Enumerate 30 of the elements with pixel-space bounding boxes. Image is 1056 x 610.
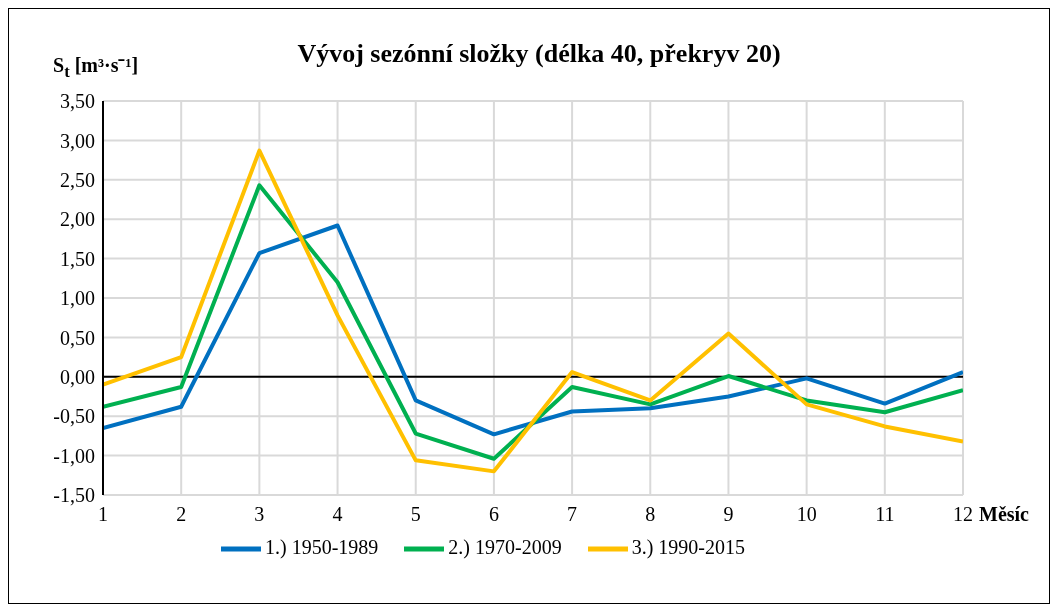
y-tick-label: -0,50 (53, 405, 95, 428)
legend-label: 1.) 1950-1989 (265, 535, 379, 558)
x-tick-label: 4 (332, 503, 343, 525)
x-tick-label: 7 (567, 503, 578, 525)
x-tick-label: 9 (723, 503, 734, 525)
y-tick-label: 1,00 (60, 287, 95, 310)
y-tick-label: 0,00 (60, 365, 95, 388)
y-tick-label: -1,50 (53, 484, 95, 507)
y-tick-label: -1,00 (53, 444, 95, 467)
legend-label: 3.) 1990-2015 (631, 535, 745, 558)
y-tick-label: 1,50 (60, 247, 95, 270)
y-tick-label: 2,00 (60, 208, 95, 231)
y-tick-label: 2,50 (60, 168, 95, 191)
y-tick-label: 0,50 (60, 326, 95, 349)
x-tick-label: 11 (875, 503, 895, 525)
line-series (103, 223, 963, 437)
chart-title: Vývoj sezónní složky (délka 40, překryv 20) (297, 39, 781, 68)
x-tick-label: 3 (254, 503, 265, 525)
y-tick-label: 3,00 (60, 129, 95, 152)
x-tick-label: 1 (98, 503, 108, 525)
x-tick-label: 5 (410, 503, 421, 525)
y-axis-title: S$_{t}$ [m³·s⁻¹] (53, 53, 139, 82)
y-tick-label: 3,50 (60, 90, 95, 113)
x-axis-title: Měsíc (979, 503, 1030, 525)
x-tick-label: 2 (176, 503, 187, 525)
legend-label: 2.) 1970-2009 (448, 535, 562, 558)
x-tick-label: 8 (645, 503, 656, 525)
x-tick-label: 12 (953, 503, 973, 525)
x-tick-label: 10 (796, 503, 817, 525)
x-tick-label: 6 (488, 503, 499, 525)
